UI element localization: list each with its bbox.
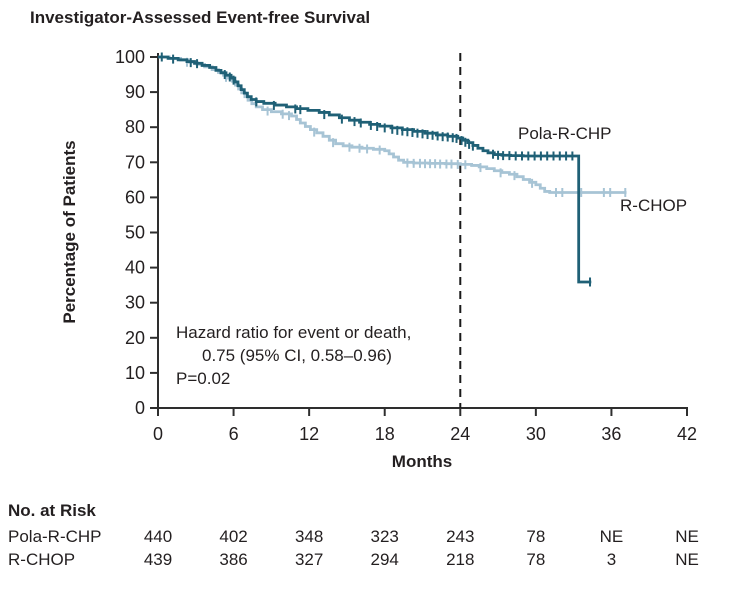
- y-axis-title: Percentage of Patients: [60, 140, 79, 324]
- y-tick-label: 100: [115, 47, 145, 67]
- x-axis-title: Months: [391, 452, 453, 471]
- y-tick-label: 50: [125, 223, 145, 243]
- y-tick-label: 0: [135, 398, 145, 418]
- risk-row-r-chop: R-CHOP 439 386 327 294 218 78 3 NE: [0, 550, 733, 570]
- x-tick-label: 42: [677, 424, 697, 444]
- risk-value: 348: [294, 527, 324, 546]
- x-tick-label: 0: [153, 424, 163, 444]
- x-tick-label: 30: [526, 424, 546, 444]
- y-tick-label: 10: [125, 363, 145, 383]
- y-tick-label: 20: [125, 328, 145, 348]
- km-curve-pola-r-chp: [158, 55, 592, 284]
- x-tick-label: 6: [229, 424, 239, 444]
- risk-value: 323: [370, 527, 399, 546]
- risk-value: 3: [606, 550, 617, 569]
- risk-row-pola-r-chp: Pola-R-CHP 440 402 348 323 243 78 NE NE: [0, 527, 733, 547]
- risk-row-label: R-CHOP: [8, 550, 76, 569]
- risk-value: NE: [675, 527, 699, 546]
- risk-row-label: Pola-R-CHP: [8, 527, 102, 546]
- risk-value: 243: [446, 527, 475, 546]
- hazard-ratio-annotation: Hazard ratio for event or death, 0.75 (9…: [176, 321, 411, 390]
- chart-title: Investigator-Assessed Event-free Surviva…: [30, 8, 371, 27]
- x-tick-label: 12: [299, 424, 319, 444]
- y-tick-label: 30: [125, 293, 145, 313]
- risk-value: 327: [294, 550, 324, 569]
- risk-value: 78: [526, 550, 546, 569]
- risk-value: 218: [446, 550, 475, 569]
- y-tick-label: 80: [125, 117, 145, 137]
- y-tick-label: 70: [125, 152, 145, 172]
- risk-value: NE: [599, 527, 624, 546]
- y-tick-label: 60: [125, 187, 145, 207]
- x-tick-label: 24: [450, 424, 470, 444]
- y-tick-label: 40: [125, 258, 145, 278]
- risk-value: 294: [370, 550, 399, 569]
- risk-value: 439: [143, 550, 173, 569]
- risk-value: NE: [675, 550, 699, 569]
- annotation-line-3: P=0.02: [176, 369, 231, 388]
- series-label-pola-r-chp: Pola-R-CHP: [518, 124, 612, 143]
- risk-table-heading: No. at Risk: [8, 501, 96, 520]
- x-tick-label: 18: [375, 424, 395, 444]
- risk-value: 402: [219, 527, 248, 546]
- risk-value: 386: [219, 550, 248, 569]
- x-tick-label: 36: [601, 424, 621, 444]
- risk-value: 78: [526, 527, 546, 546]
- series-label-r-chop: R-CHOP: [620, 196, 688, 215]
- annotation-line-1: Hazard ratio for event or death,: [176, 323, 412, 342]
- risk-value: 440: [143, 527, 173, 546]
- annotation-line-2: 0.75 (95% CI, 0.58–0.96): [202, 346, 392, 365]
- y-tick-label: 90: [125, 82, 145, 102]
